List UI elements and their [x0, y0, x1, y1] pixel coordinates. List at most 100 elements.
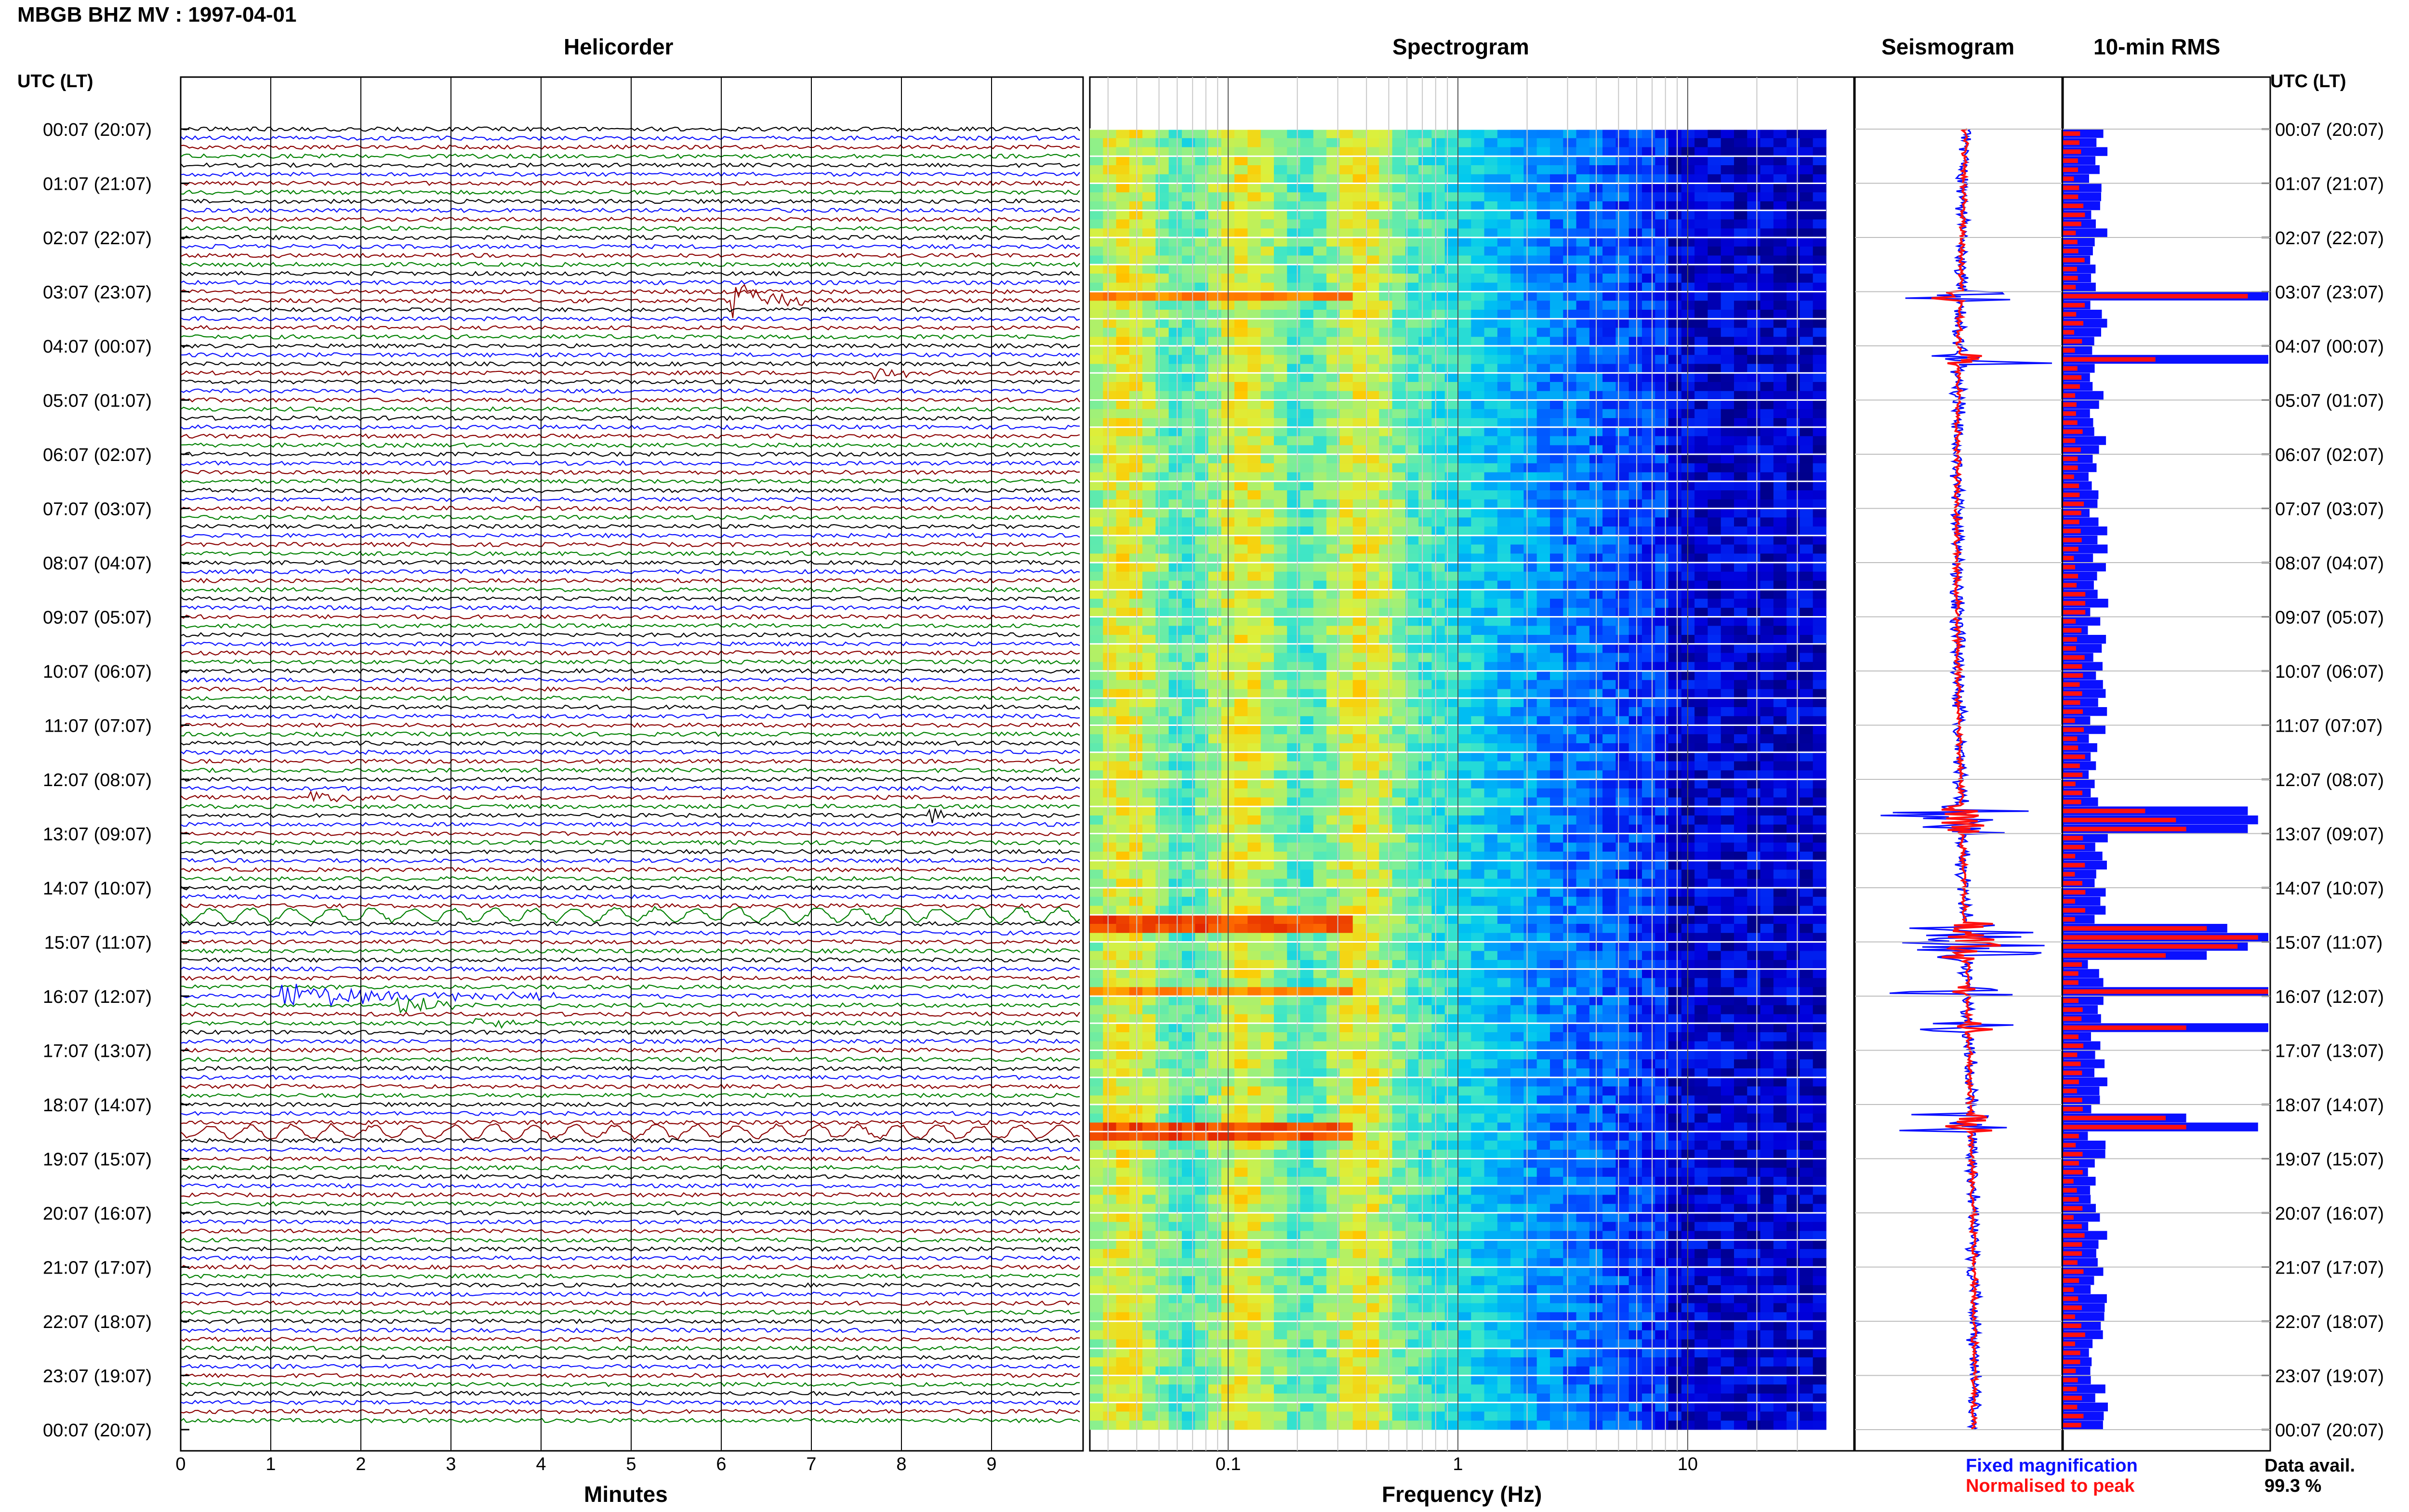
- spectrogram-cell: [1195, 743, 1209, 753]
- spectrogram-cell: [1168, 770, 1182, 780]
- spectrogram-cell: [1523, 454, 1537, 464]
- spectrogram-cell: [1103, 743, 1117, 753]
- spectrogram-cell: [1326, 635, 1340, 644]
- spectrogram-cell: [1444, 599, 1458, 608]
- spectrogram-cell: [1418, 924, 1432, 933]
- spectrogram-cell: [1260, 743, 1274, 753]
- spectrogram-cell: [1642, 481, 1656, 491]
- spectrogram-cell: [1247, 852, 1261, 861]
- spectrogram-cell: [1260, 237, 1274, 247]
- spectrogram-cell: [1734, 138, 1748, 147]
- spectrogram-cell: [1352, 318, 1366, 328]
- spectrogram-cell: [1563, 427, 1577, 436]
- spectrogram-cell: [1747, 707, 1761, 717]
- spectrogram-cell: [1747, 698, 1761, 708]
- spectrogram-cell: [1155, 617, 1169, 626]
- spectrogram-cell: [1260, 833, 1274, 843]
- spectrogram-cell: [1444, 833, 1458, 843]
- spectrogram-cell: [1208, 517, 1222, 527]
- spectrogram-cell: [1471, 580, 1485, 590]
- spectrogram-cell: [1234, 445, 1248, 455]
- spectrogram-cell: [1642, 797, 1656, 807]
- spectrogram-cell: [1681, 400, 1695, 409]
- spectrogram-cell: [1642, 291, 1656, 301]
- spectrogram-cell: [1800, 201, 1813, 211]
- spectrogram-cell: [1287, 644, 1301, 653]
- spectrogram-cell: [1760, 833, 1774, 843]
- spectrogram-cell: [1458, 788, 1472, 798]
- spectrogram-cell: [1576, 490, 1590, 500]
- spectrogram-cell: [1615, 346, 1629, 355]
- spectrogram-cell: [1418, 472, 1432, 482]
- spectrogram-cell: [1195, 301, 1209, 310]
- spectrogram-cell: [1431, 689, 1445, 698]
- spectrogram-cell: [1563, 274, 1577, 283]
- spectrogram-cell: [1787, 301, 1800, 310]
- spectrogram-cell: [1379, 924, 1393, 933]
- spectrogram-cell: [1392, 544, 1406, 554]
- spectrogram-cell: [1550, 463, 1564, 473]
- spectrogram-cell: [1168, 725, 1182, 735]
- spectrogram-cell: [1576, 833, 1590, 843]
- spectrogram-cell: [1366, 725, 1380, 735]
- spectrogram-cell: [1116, 671, 1130, 681]
- spectrogram-cell: [1339, 355, 1353, 364]
- spectrogram-cell: [1339, 291, 1353, 301]
- spectrogram-cell: [1734, 725, 1748, 735]
- spectrogram-cell: [1681, 228, 1695, 238]
- spectrogram-cell: [1431, 364, 1445, 373]
- spectrogram-cell: [1287, 906, 1301, 915]
- spectrogram-cell: [1550, 282, 1564, 292]
- spectrogram-cell: [1497, 526, 1511, 536]
- spectrogram-cell: [1747, 156, 1761, 166]
- spectrogram-cell: [1195, 490, 1209, 500]
- spectrogram-cell: [1642, 752, 1656, 762]
- spectrogram-cell: [1694, 246, 1708, 256]
- spectrogram-cell: [1129, 590, 1143, 599]
- spectrogram-cell: [1800, 219, 1813, 229]
- spectrogram-cell: [1142, 499, 1156, 509]
- spectrogram-cell: [1747, 246, 1761, 256]
- spectrogram-cell: [1787, 743, 1800, 753]
- spectrogram-cell: [1694, 761, 1708, 771]
- spectrogram-cell: [1090, 842, 1104, 852]
- spectrogram-cell: [1129, 255, 1143, 265]
- spectrogram-cell: [1247, 373, 1261, 382]
- spectrogram-cell: [1747, 445, 1761, 455]
- spectrogram-cell: [1497, 571, 1511, 581]
- spectrogram-cell: [1628, 526, 1642, 536]
- spectrogram-cell: [1800, 228, 1813, 238]
- spectrogram-cell: [1615, 129, 1629, 139]
- spectrogram-cell: [1510, 580, 1524, 590]
- spectrogram-cell: [1366, 635, 1380, 644]
- spectrogram-cell: [1339, 599, 1353, 608]
- spectrogram-cell: [1260, 671, 1274, 681]
- spectrogram-cell: [1510, 824, 1524, 834]
- spectrogram-cell: [1550, 409, 1564, 419]
- spectrogram-cell: [1287, 472, 1301, 482]
- spectrogram-cell: [1458, 138, 1472, 147]
- spectrogram-cell: [1773, 707, 1787, 717]
- spectrogram-cell: [1747, 806, 1761, 816]
- spectrogram-cell: [1681, 219, 1695, 229]
- spectrogram-cell: [1484, 571, 1498, 581]
- spectrogram-cell: [1352, 346, 1366, 355]
- spectrogram-cell: [1576, 716, 1590, 725]
- spectrogram-cell: [1576, 906, 1590, 915]
- spectrogram-cell: [1090, 563, 1104, 572]
- spectrogram-cell: [1313, 346, 1327, 355]
- spectrogram-cell: [1234, 580, 1248, 590]
- spectrogram-cell: [1773, 463, 1787, 473]
- spectrogram-cell: [1431, 743, 1445, 753]
- spectrogram-cell: [1747, 472, 1761, 482]
- spectrogram-cell: [1668, 635, 1682, 644]
- spectrogram-cell: [1668, 743, 1682, 753]
- spectrogram-cell: [1379, 481, 1393, 491]
- spectrogram-cell: [1550, 563, 1564, 572]
- spectrogram-cell: [1458, 725, 1472, 735]
- spectrogram-cell: [1655, 274, 1669, 283]
- spectrogram-cell: [1129, 869, 1143, 879]
- spectrogram-cell: [1642, 400, 1656, 409]
- spectrogram-cell: [1182, 409, 1196, 419]
- spectrogram-cell: [1405, 563, 1419, 572]
